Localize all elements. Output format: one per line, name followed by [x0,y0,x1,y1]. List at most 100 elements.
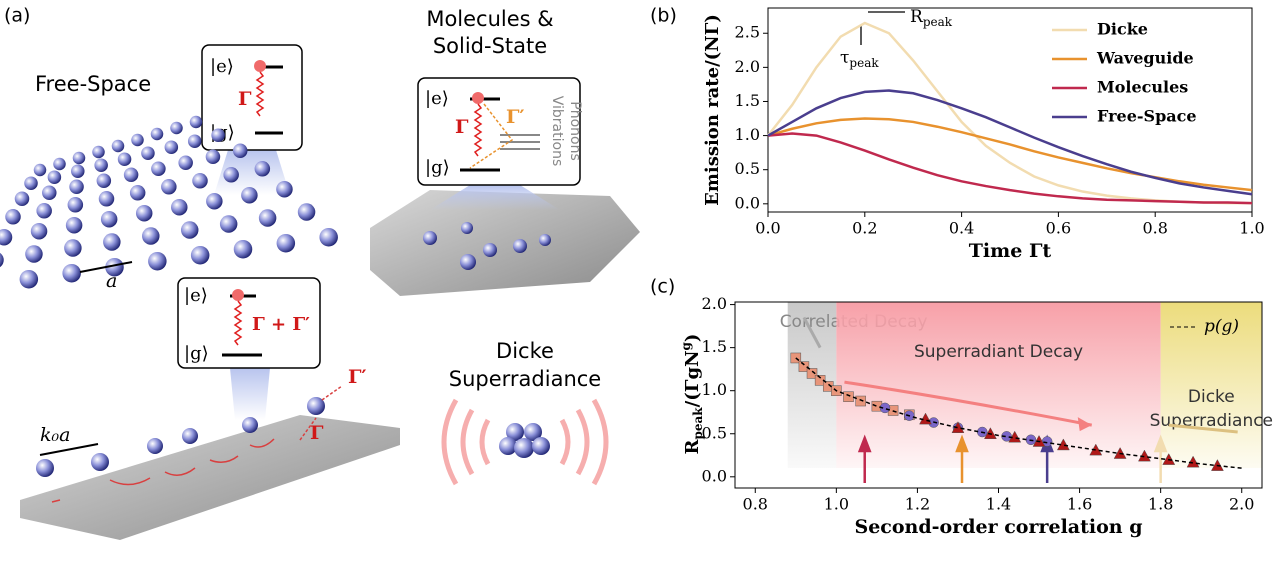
lattice-atom [53,157,66,171]
label: Vibrations [549,96,565,167]
region-label: Superradiant Decay [914,342,1083,362]
lattice-atom [187,134,202,148]
point [798,361,810,372]
lattice-atom [135,204,153,222]
lattice-atom [111,139,125,153]
x-tick-label: 1.2 [905,495,930,514]
y-label-part: ) [682,334,703,343]
lattice-atom [19,269,39,289]
spacing [39,443,99,456]
rate: Γ [310,422,324,444]
lattice-atom [69,179,84,195]
lattice-atom [219,215,238,233]
lattice-atom [103,233,121,251]
decay [233,300,243,346]
lattice-atom [206,192,223,210]
plot-frame [767,7,1253,213]
point [855,395,866,407]
region-label: Dicke [1188,387,1235,407]
lattice-atom [233,239,253,259]
rate: Γ [455,116,469,138]
lattice-atom [241,186,258,204]
lattice-atom [189,115,203,129]
cone [430,185,560,210]
level-label: |e⟩ [425,88,449,109]
lattice-atom [170,121,183,135]
series-line [767,89,1253,196]
lattice-atom [36,203,52,219]
y-label-part: /(Γg [682,367,703,408]
lattice-atom [71,164,85,178]
x-axis-label: Second-order correlation g [855,516,1143,538]
label: Solid-State [433,34,547,58]
point [814,375,826,386]
rate: Γ′ [348,366,367,388]
legend-label: Waveguide [1096,49,1194,68]
annotation-sub: peak [849,56,879,70]
lattice-atom [105,257,124,277]
point [1001,431,1012,442]
lattice-atom [14,191,30,207]
rate: Γ′ [506,106,525,128]
y-tick-label: 2.0 [735,57,760,76]
y-label-part: peak [691,407,705,440]
y-axis-label: Rpeak/(ΓgNg) [679,334,705,455]
legend-label: Dicke [1097,20,1148,39]
lattice-atom [180,221,199,239]
atom [472,92,484,104]
annotation-text: τ [840,48,849,68]
y-tick-label: 0.5 [702,423,727,442]
lattice-atom [72,151,86,165]
label: k₀a [40,424,70,446]
lattice-atom [94,158,108,172]
rate: Γ + Γ′ [252,314,310,335]
lattice-atom [67,197,84,213]
level-label: |e⟩ [210,56,234,77]
lattice-atom [171,198,188,216]
rate: Γ [238,88,252,110]
lattice-atom [276,233,296,253]
lattice-atom [223,167,239,183]
legend-label: p(g) [1204,317,1239,337]
guided-emission [51,438,275,503]
lattice-atom [25,245,43,263]
arrow-head [1077,417,1092,432]
level-box [417,77,581,186]
lattice-atom [297,203,316,221]
lattice-atom [178,155,193,171]
lattice-atom [258,209,277,227]
legend-label: Free-Space [1097,107,1197,126]
atoms [36,397,325,477]
y-tick-label: 1.5 [702,337,727,356]
atom [254,60,266,72]
point [806,368,818,379]
lattice-atom [276,180,293,198]
region [1160,302,1262,468]
lattice-atom [131,133,144,147]
y-tick-label: 1.0 [735,125,760,144]
lattice-atom [117,152,132,166]
trend-arrow [802,316,822,349]
lattice-atom [96,173,112,189]
region [836,302,1161,468]
y-tick-label: 0.0 [735,193,760,212]
label: Free-Space [35,72,151,96]
lattice-atom [24,176,38,190]
label: Superradiance [449,367,601,391]
lattice-atom [65,216,83,234]
trend-arrow [844,380,1093,427]
x-tick-label: 1.4 [986,495,1011,514]
lattice-atom [148,251,167,271]
lattice-atom [164,140,179,154]
y-tick-label: 1.5 [735,91,760,110]
decay [469,103,514,169]
trend-arrow [1168,423,1238,434]
indicator-arrow [955,434,969,483]
lattice-atom [42,185,57,201]
lattice-atom [129,185,146,201]
lattice-atom [142,227,160,245]
x-tick-label: 0.6 [1046,219,1071,238]
lattice-atom [254,161,271,177]
y-tick-label: 2.0 [702,294,727,313]
lattice-atom [161,179,177,195]
